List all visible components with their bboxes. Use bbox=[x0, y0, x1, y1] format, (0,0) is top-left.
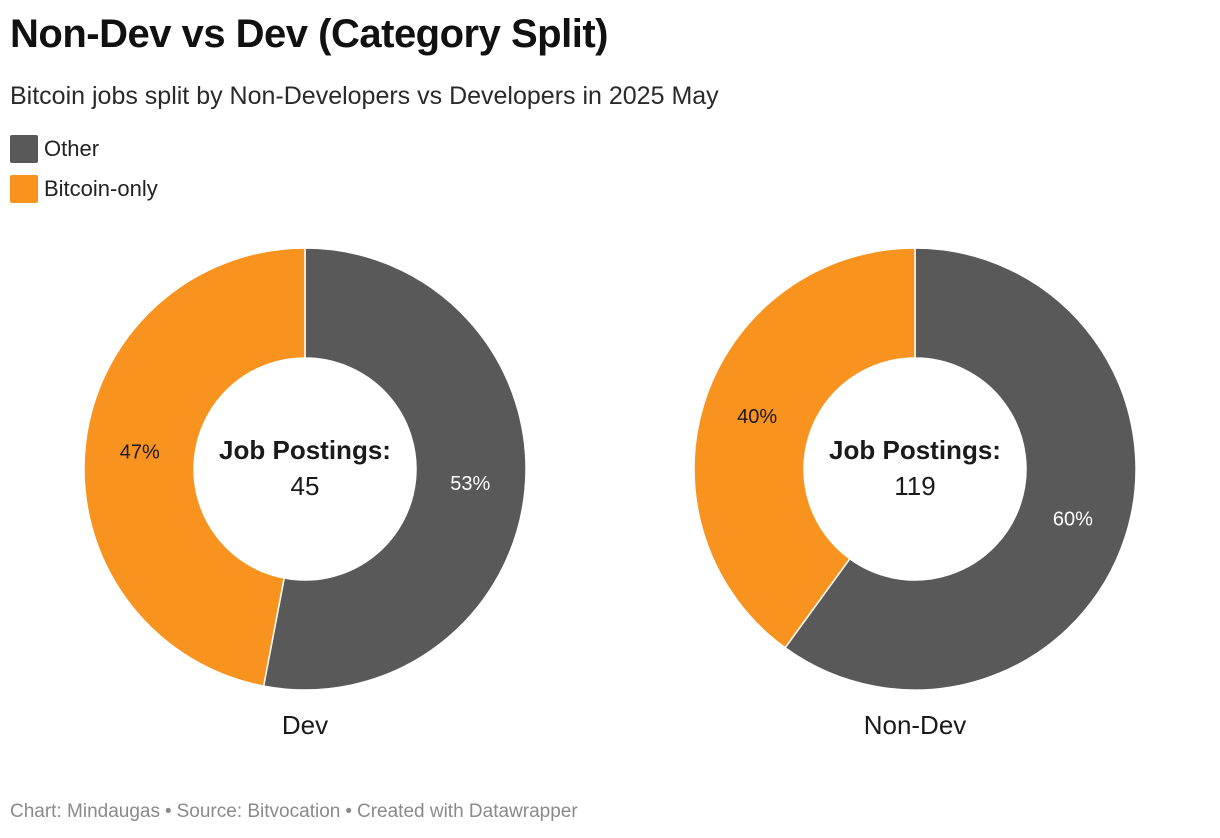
legend-swatch-other bbox=[10, 135, 38, 163]
legend-item-other: Other bbox=[10, 134, 158, 164]
center-value-dev: 45 bbox=[291, 471, 320, 501]
slice-dev-bitcoin-only bbox=[83, 247, 306, 687]
slice-non-dev-other bbox=[784, 247, 1137, 691]
legend: Other Bitcoin-only bbox=[10, 134, 158, 214]
chart-name-non-dev: Non-Dev bbox=[864, 710, 967, 740]
legend-label-other: Other bbox=[44, 136, 100, 161]
legend-label-bitcoin-only: Bitcoin-only bbox=[44, 176, 158, 201]
footer-chart-credit: Chart: Mindaugas bbox=[10, 801, 160, 822]
donut-dev: 53% 47% Job Postings: 45 Dev bbox=[83, 247, 527, 740]
chart-name-dev: Dev bbox=[282, 710, 328, 740]
center-label-dev: Job Postings: bbox=[219, 435, 391, 465]
slice-label-dev-bitcoin-only: 47% bbox=[120, 442, 160, 464]
slice-label-non-dev-other: 60% bbox=[1053, 509, 1093, 531]
slice-non-dev-bitcoin-only bbox=[693, 247, 916, 649]
center-label-non-dev: Job Postings: bbox=[829, 435, 1001, 465]
chart-subtitle: Bitcoin jobs split by Non-Developers vs … bbox=[10, 82, 719, 110]
center-value-non-dev: 119 bbox=[894, 471, 935, 501]
slice-label-dev-other: 53% bbox=[450, 473, 490, 495]
donut-non-dev: 60% 40% Job Postings: 119 Non-Dev bbox=[693, 247, 1137, 740]
footer-separator: • bbox=[164, 801, 172, 822]
legend-swatch-bitcoin-only bbox=[10, 175, 38, 203]
footer-created-with: Created with Datawrapper bbox=[356, 801, 578, 822]
slice-dev-other bbox=[262, 247, 527, 691]
slice-label-non-dev-bitcoin-only: 40% bbox=[737, 406, 777, 428]
donut-charts: 53% 47% Job Postings: 45 Dev 60% 40% Job Postin… bbox=[83, 247, 1137, 740]
footer-credits: Chart: Mindaugas • Source: Bitvocation • Cre… bbox=[10, 801, 578, 823]
legend-item-bitcoin-only: Bitcoin-only bbox=[10, 174, 158, 204]
chart-title: Non-Dev vs Dev (Category Split) bbox=[10, 12, 608, 56]
footer-source: Source: Bitvocation bbox=[176, 801, 341, 822]
footer-separator: • bbox=[345, 801, 352, 822]
